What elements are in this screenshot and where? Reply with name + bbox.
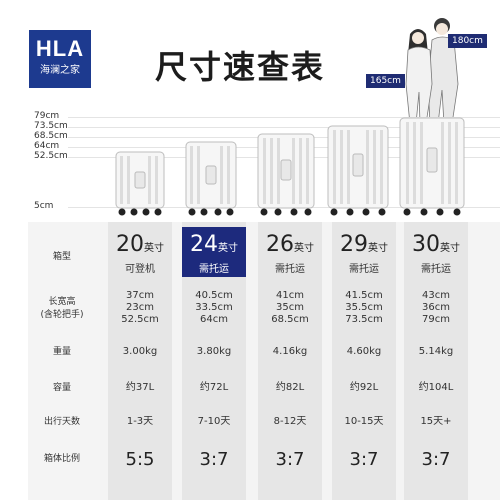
page-title: 尺寸速查表 (155, 48, 326, 86)
capacity-24: 约72L (199, 382, 229, 393)
size-unit: 英寸 (440, 243, 460, 254)
dims-26-l: 41cm (276, 290, 304, 301)
size-value: 24 (190, 232, 218, 257)
capacity-29: 约92L (349, 382, 379, 393)
column-26 (258, 222, 322, 500)
axis-label-5: 5cm (34, 201, 54, 211)
suitcase-26-icon (257, 133, 315, 216)
size-value: 29 (340, 232, 368, 257)
row-label-ratio: 箱体比例 (43, 454, 80, 464)
logo-text: HLA (35, 36, 85, 61)
row-label-weight: 重量 (52, 347, 71, 357)
dims-29-h: 73.5cm (345, 314, 383, 325)
highlight-24 (182, 227, 246, 277)
trip-days-29: 10-15天 (344, 416, 384, 427)
trip-days-30: 15天+ (420, 416, 452, 427)
axis-label-64: 64cm (34, 141, 60, 151)
ratio-26: 3:7 (275, 449, 305, 470)
suitcase-24-icon (185, 141, 237, 216)
capacity-30: 约104L (418, 382, 454, 393)
weight-29: 4.60kg (346, 346, 382, 357)
usage-26: 需托运 (275, 264, 305, 275)
brand-logo: HLA 海澜之家 (29, 30, 91, 88)
logo-subtext: 海澜之家 (40, 65, 80, 76)
size-29: 29英寸 (326, 232, 402, 257)
couple-illustration (405, 18, 459, 125)
dims-24-l: 40.5cm (195, 290, 233, 301)
axis-label-73-5: 73.5cm (34, 121, 68, 131)
suitcase-30-icon (399, 117, 465, 216)
weight-20: 3.00kg (122, 346, 158, 357)
suitcase-20-icon (115, 151, 165, 216)
weight-24: 3.80kg (196, 346, 232, 357)
weight-30: 5.14kg (418, 346, 454, 357)
guide-line (68, 117, 500, 118)
trip-days-24: 7-10天 (197, 416, 231, 427)
capacity-26: 约82L (275, 382, 305, 393)
dims-26-h: 68.5cm (271, 314, 309, 325)
dims-20-h: 52.5cm (121, 314, 159, 325)
weight-26: 4.16kg (272, 346, 308, 357)
row-label-dims-note: (含轮把手) (40, 310, 84, 320)
ratio-24: 3:7 (199, 449, 229, 470)
ratio-30: 3:7 (421, 449, 451, 470)
suitcase-29-icon (327, 125, 389, 216)
dims-24-w: 33.5cm (195, 302, 233, 313)
axis-label-79: 79cm (34, 111, 60, 121)
dims-20-w: 23cm (126, 302, 154, 313)
dims-30-h: 79cm (422, 314, 450, 325)
height-tag-180: 180cm (448, 34, 487, 48)
size-value: 26 (266, 232, 294, 257)
column-29 (332, 222, 396, 500)
usage-24: 需托运 (199, 264, 229, 275)
size-value: 30 (412, 232, 440, 257)
capacity-20: 约37L (125, 382, 155, 393)
axis-label-68-5: 68.5cm (34, 131, 68, 141)
size-20: 20英寸 (102, 232, 178, 257)
ratio-20: 5:5 (125, 449, 155, 470)
dims-20-l: 37cm (126, 290, 154, 301)
column-20 (108, 222, 172, 500)
trip-days-20: 1-3天 (126, 416, 154, 427)
usage-30: 需托运 (421, 264, 451, 275)
guide-line (68, 127, 500, 128)
size-unit: 英寸 (144, 243, 164, 254)
dims-29-l: 41.5cm (345, 290, 383, 301)
axis-label-52-5: 52.5cm (34, 151, 68, 161)
size-24: 24英寸 (176, 232, 252, 257)
row-label-capacity: 容量 (52, 383, 71, 393)
row-label-trip-days: 出行天数 (43, 417, 80, 427)
dims-30-w: 36cm (422, 302, 450, 313)
height-tag-165: 165cm (366, 74, 405, 88)
trip-days-26: 8-12天 (273, 416, 307, 427)
ratio-29: 3:7 (349, 449, 379, 470)
dims-24-h: 64cm (200, 314, 228, 325)
dims-29-w: 35.5cm (345, 302, 383, 313)
usage-20: 可登机 (125, 264, 155, 275)
usage-29: 需托运 (349, 264, 379, 275)
size-unit: 英寸 (218, 243, 238, 254)
dims-26-w: 35cm (276, 302, 304, 313)
size-30: 30英寸 (398, 232, 474, 257)
dims-30-l: 43cm (422, 290, 450, 301)
row-label-type: 箱型 (52, 252, 71, 262)
size-unit: 英寸 (368, 243, 388, 254)
column-30 (404, 222, 468, 500)
row-label-dims: 长宽高 (48, 297, 76, 307)
size-unit: 英寸 (294, 243, 314, 254)
size-value: 20 (116, 232, 144, 257)
size-26: 26英寸 (252, 232, 328, 257)
